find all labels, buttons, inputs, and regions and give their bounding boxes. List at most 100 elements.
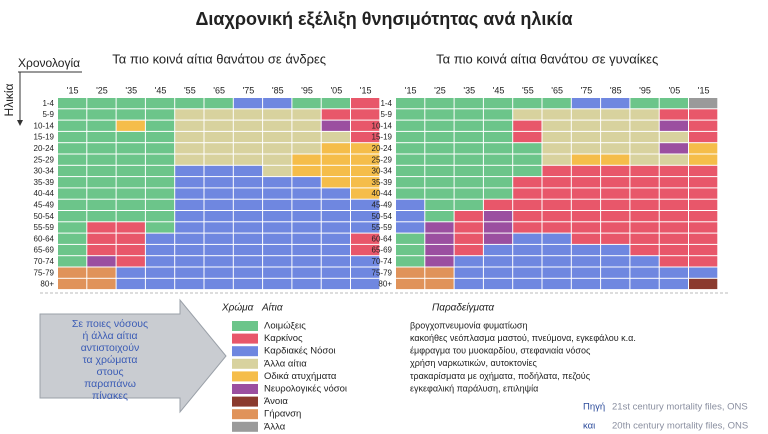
cell xyxy=(454,188,483,199)
source-prefix: και xyxy=(583,421,595,432)
cell xyxy=(233,188,263,199)
cell xyxy=(396,267,425,278)
cell xyxy=(571,256,601,267)
cell xyxy=(58,267,87,278)
cell xyxy=(175,98,204,109)
cell xyxy=(689,278,718,290)
cell xyxy=(87,267,116,278)
cell xyxy=(396,165,425,177)
cell xyxy=(689,98,718,109)
cell xyxy=(571,233,601,244)
cell xyxy=(601,222,630,233)
cell xyxy=(571,143,601,154)
legend-example: τρακαρίσματα με οχήματα, ποδήλατα, πεζού… xyxy=(410,371,591,381)
row-label: 55-59 xyxy=(34,223,55,232)
column-label: '45 xyxy=(493,85,505,95)
cell xyxy=(601,199,630,210)
cell xyxy=(513,165,542,177)
legend-swatch xyxy=(232,384,258,394)
cell xyxy=(513,222,542,233)
note-line: στους xyxy=(96,366,123,378)
cell xyxy=(689,165,718,177)
cell xyxy=(145,154,175,165)
cell xyxy=(396,154,425,165)
cell xyxy=(58,256,87,267)
legend-label: Καρδιακές Νόσοι xyxy=(264,346,336,357)
cell xyxy=(175,177,204,188)
cell xyxy=(396,109,425,120)
cell xyxy=(233,143,263,154)
cell xyxy=(292,211,321,222)
cell xyxy=(204,109,233,120)
cell xyxy=(689,244,718,256)
cell xyxy=(396,233,425,244)
cell xyxy=(145,211,175,222)
cell xyxy=(175,109,204,120)
cell xyxy=(87,143,116,154)
cell xyxy=(204,143,233,154)
cell xyxy=(542,211,571,222)
cell xyxy=(292,267,321,278)
cell xyxy=(425,165,454,177)
column-label: '05 xyxy=(330,85,342,95)
cell xyxy=(571,120,601,131)
row-label: 30-34 xyxy=(34,167,55,176)
cell xyxy=(659,154,688,165)
cell xyxy=(542,165,571,177)
cell xyxy=(204,165,233,177)
cell xyxy=(542,188,571,199)
legend-example: εγκεφαλική παράλυση, επιληψία xyxy=(410,383,538,393)
cell xyxy=(58,211,87,222)
cell xyxy=(454,154,483,165)
row-label: 20-24 xyxy=(34,144,55,153)
cell xyxy=(116,222,145,233)
row-label: 5-9 xyxy=(42,110,54,119)
cell xyxy=(454,165,483,177)
cell xyxy=(58,177,87,188)
cell xyxy=(321,267,350,278)
cell xyxy=(425,244,454,256)
cell xyxy=(571,278,601,290)
cell xyxy=(630,109,659,120)
cell xyxy=(659,233,688,244)
cell xyxy=(425,154,454,165)
cell xyxy=(116,211,145,222)
cell xyxy=(58,244,87,256)
cell xyxy=(87,256,116,267)
cell xyxy=(689,256,718,267)
cell xyxy=(659,98,688,109)
cell xyxy=(87,177,116,188)
cell xyxy=(396,98,425,109)
cell xyxy=(351,120,380,131)
note-line: Σε ποιες νόσους xyxy=(72,318,148,330)
cell xyxy=(233,199,263,210)
cell xyxy=(542,143,571,154)
cell xyxy=(145,244,175,256)
cell xyxy=(233,154,263,165)
cell xyxy=(321,120,350,131)
cell xyxy=(233,211,263,222)
cell xyxy=(689,109,718,120)
cell xyxy=(292,233,321,244)
cell xyxy=(396,177,425,188)
cell xyxy=(116,154,145,165)
cell xyxy=(58,109,87,120)
cell xyxy=(58,165,87,177)
row-label: 25-29 xyxy=(372,155,393,164)
cell xyxy=(87,199,116,210)
cell xyxy=(204,188,233,199)
cell xyxy=(630,222,659,233)
cell xyxy=(483,143,513,154)
legend-swatch xyxy=(232,409,258,420)
column-label: '25 xyxy=(434,85,446,95)
column-label: '65 xyxy=(213,85,225,95)
cell xyxy=(513,177,542,188)
row-label: 1-4 xyxy=(42,99,54,108)
cell xyxy=(571,154,601,165)
cell xyxy=(425,143,454,154)
cell xyxy=(483,233,513,244)
cell xyxy=(321,131,350,143)
cell xyxy=(630,233,659,244)
cell xyxy=(601,154,630,165)
note-line: τα χρώματα xyxy=(83,354,138,366)
